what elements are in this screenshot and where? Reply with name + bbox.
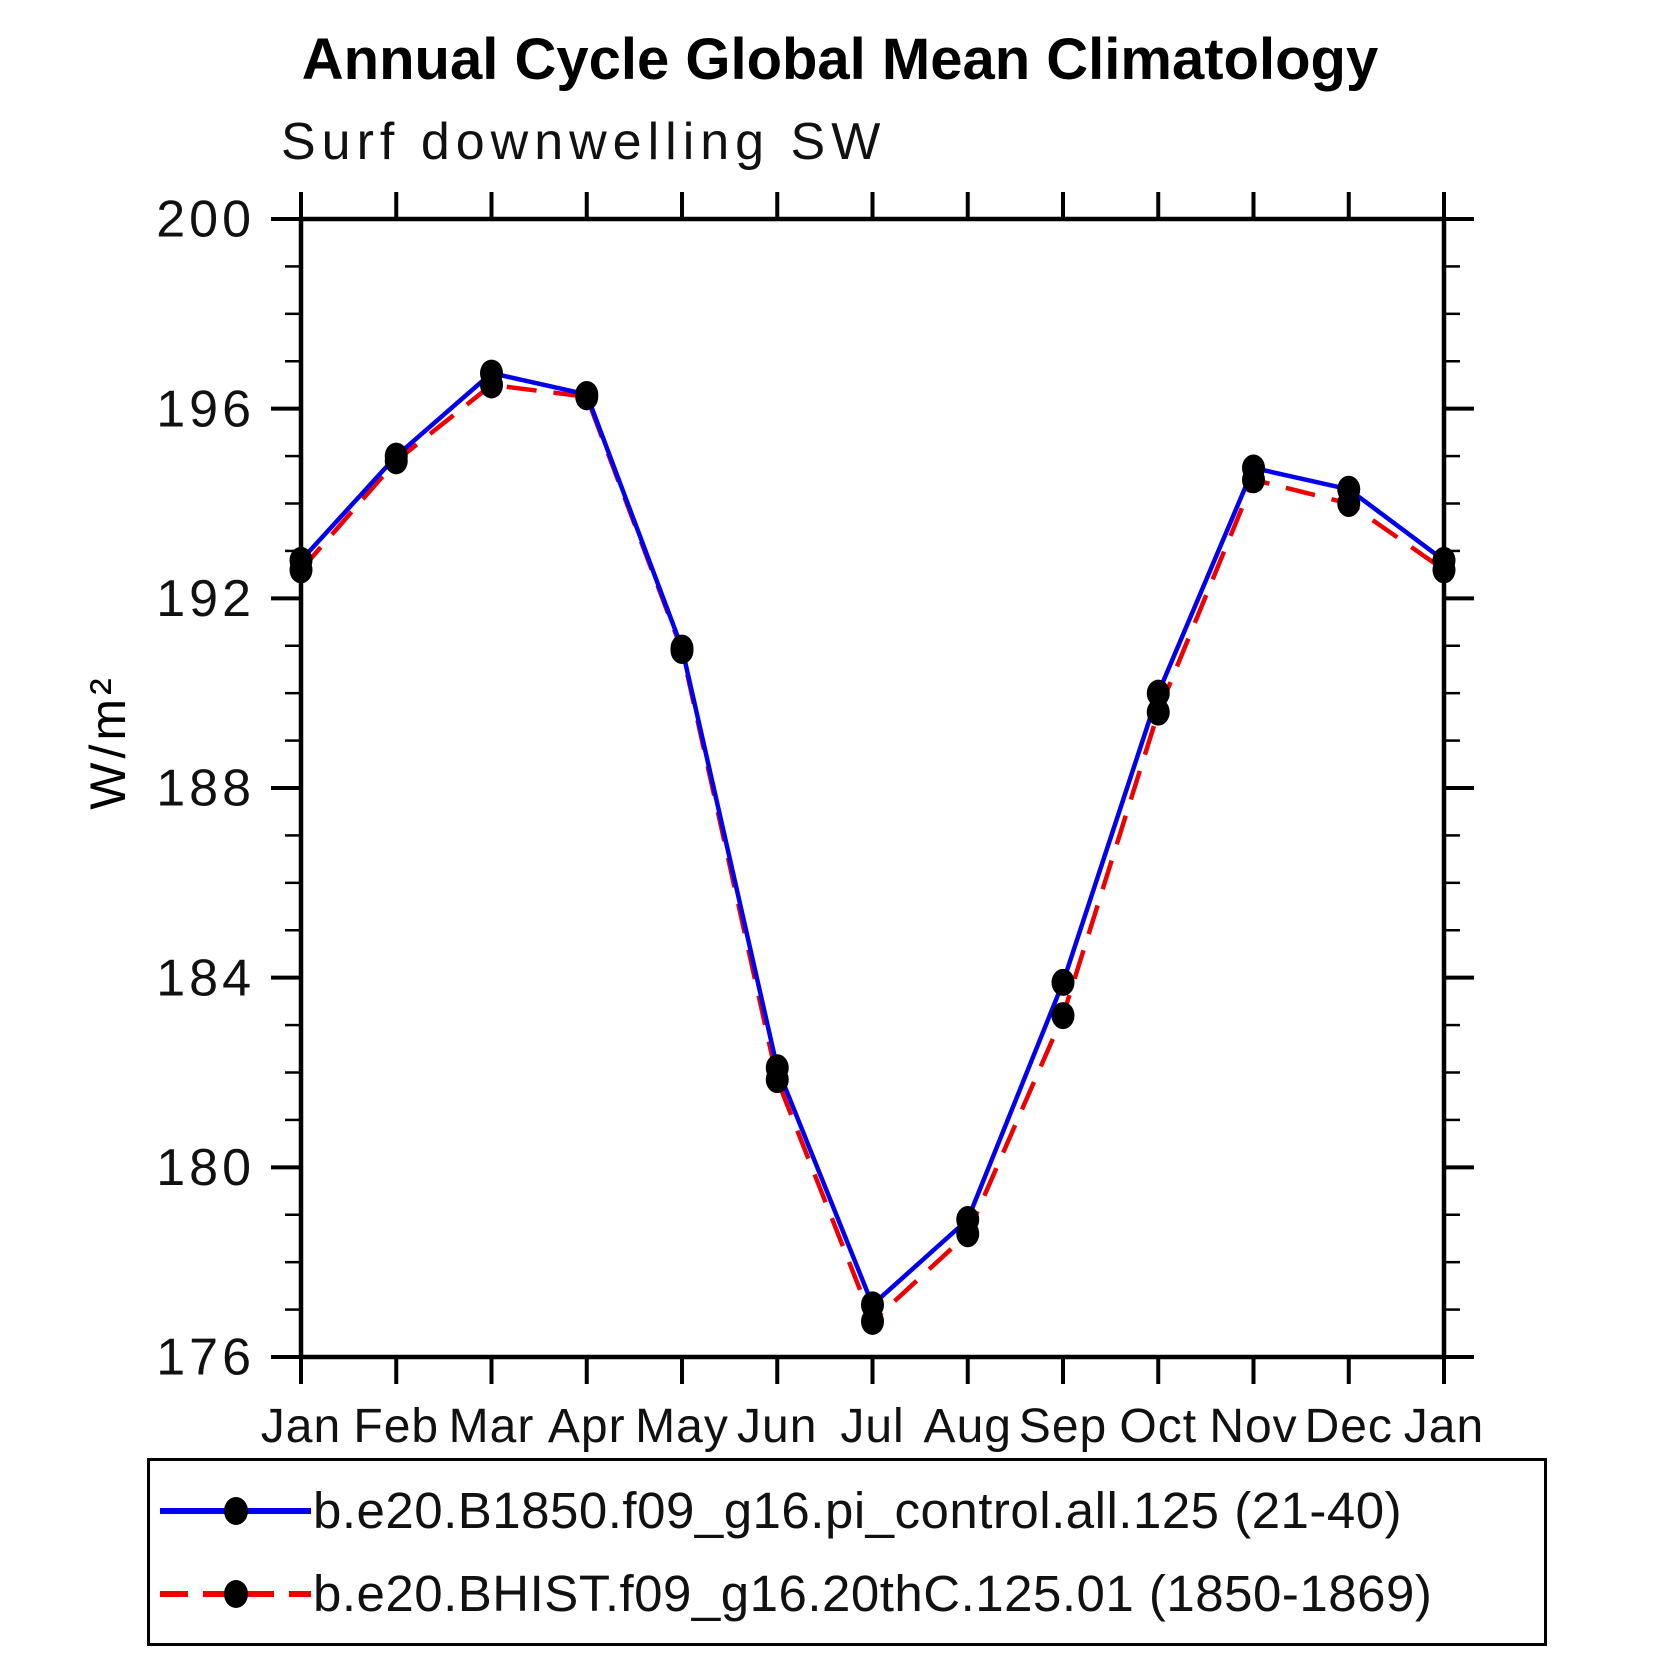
legend-item: b.e20.BHIST.f09_g16.20thC.125.01 (1850-1… <box>158 1559 1544 1629</box>
x-axis-tick-label: Jan <box>1404 1400 1484 1453</box>
x-axis-tick-label: Jun <box>737 1400 817 1453</box>
y-axis-tick-label: 192 <box>156 570 255 628</box>
data-point-marker <box>1242 454 1265 482</box>
x-axis-tick-label: Jul <box>840 1400 904 1453</box>
legend-marker-dot <box>224 1579 248 1608</box>
x-axis-tick-label: Mar <box>449 1400 535 1453</box>
x-axis-tick-label: Jan <box>261 1400 341 1453</box>
legend-label: b.e20.BHIST.f09_g16.20thC.125.01 (1850-1… <box>313 1565 1433 1622</box>
y-axis-tick-label: 180 <box>156 1139 255 1197</box>
legend: b.e20.B1850.f09_g16.pi_control.all.125 (… <box>147 1458 1547 1646</box>
x-axis-tick-label: Sep <box>1019 1400 1107 1453</box>
chart-title: Annual Cycle Global Mean Climatology <box>301 27 1379 92</box>
x-axis-tick-label: Apr <box>548 1400 626 1453</box>
x-axis-tick-label: Dec <box>1305 1400 1393 1453</box>
x-axis-tick-label: Aug <box>924 1400 1012 1453</box>
x-axis-tick-label: Oct <box>1119 1400 1197 1453</box>
data-point-marker <box>384 442 408 470</box>
data-point-marker <box>289 546 313 574</box>
data-point-marker <box>1051 968 1075 996</box>
data-point-marker <box>1146 679 1170 707</box>
data-point-marker <box>1051 1002 1075 1030</box>
x-axis-tick-label: Nov <box>1209 1400 1297 1453</box>
legend-line-sample-solid-blue <box>160 1496 311 1525</box>
data-point-marker <box>1146 698 1170 726</box>
y-axis-tick-label: 176 <box>156 1329 255 1387</box>
x-axis-tick-label: Feb <box>353 1400 439 1453</box>
x-axis-tick-label: May <box>635 1400 729 1453</box>
data-point-marker <box>1432 546 1456 574</box>
data-point-marker <box>765 1054 789 1082</box>
y-axis-tick-label: 200 <box>156 191 255 249</box>
legend-marker-dot <box>224 1496 248 1525</box>
data-point-marker <box>956 1205 980 1233</box>
series-line-solid <box>299 370 1446 1308</box>
y-axis-tick-label: 188 <box>156 760 255 818</box>
data-point-marker <box>861 1291 884 1319</box>
data-point-marker <box>480 359 503 387</box>
legend-line-sample-dashed-red <box>160 1579 311 1608</box>
data-point-marker <box>670 634 694 662</box>
y-axis-tick-label: 184 <box>156 949 255 1007</box>
chart-subtitle: Surf downwelling SW <box>281 113 887 171</box>
axis-box <box>298 216 1447 1360</box>
series-line-dashed <box>299 382 1446 1324</box>
y-axis-tick-label: 196 <box>156 380 255 438</box>
legend-item: b.e20.B1850.f09_g16.pi_control.all.125 (… <box>158 1476 1544 1546</box>
data-point-marker <box>575 380 599 408</box>
legend-label: b.e20.B1850.f09_g16.pi_control.all.125 (… <box>313 1482 1403 1539</box>
data-point-marker <box>1337 475 1361 503</box>
